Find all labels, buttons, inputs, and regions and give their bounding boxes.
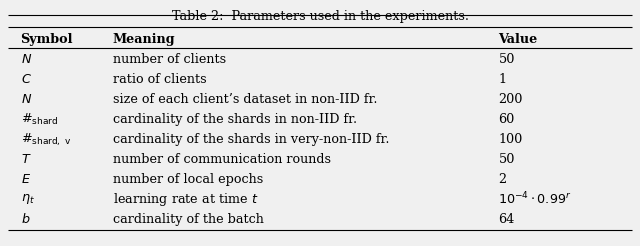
Text: $N$: $N$ bbox=[20, 93, 32, 106]
Text: 50: 50 bbox=[499, 53, 515, 66]
Text: $N$: $N$ bbox=[20, 53, 32, 66]
Text: 2: 2 bbox=[499, 173, 506, 186]
Text: $T$: $T$ bbox=[20, 153, 31, 166]
Text: 200: 200 bbox=[499, 93, 523, 106]
Text: Meaning: Meaning bbox=[113, 32, 175, 46]
Text: $E$: $E$ bbox=[20, 173, 31, 186]
Text: Table 2:  Parameters used in the experiments.: Table 2: Parameters used in the experime… bbox=[172, 10, 468, 23]
Text: Symbol: Symbol bbox=[20, 32, 73, 46]
Text: 50: 50 bbox=[499, 153, 515, 166]
Text: $\eta_t$: $\eta_t$ bbox=[20, 192, 35, 206]
Text: $b$: $b$ bbox=[20, 212, 30, 226]
Text: $\#_{\mathrm{shard}}$: $\#_{\mathrm{shard}}$ bbox=[20, 112, 58, 127]
Text: Value: Value bbox=[499, 32, 538, 46]
Text: cardinality of the shards in very-non-IID fr.: cardinality of the shards in very-non-II… bbox=[113, 133, 389, 146]
Text: 1: 1 bbox=[499, 73, 506, 86]
Text: $10^{-4} \cdot 0.99^r$: $10^{-4} \cdot 0.99^r$ bbox=[499, 191, 572, 208]
Text: number of local epochs: number of local epochs bbox=[113, 173, 263, 186]
Text: $C$: $C$ bbox=[20, 73, 31, 86]
Text: cardinality of the shards in non-IID fr.: cardinality of the shards in non-IID fr. bbox=[113, 113, 357, 126]
Text: number of clients: number of clients bbox=[113, 53, 226, 66]
Text: learning rate at time $t$: learning rate at time $t$ bbox=[113, 191, 259, 208]
Text: size of each client’s dataset in non-IID fr.: size of each client’s dataset in non-IID… bbox=[113, 93, 378, 106]
Text: 64: 64 bbox=[499, 213, 515, 226]
Text: $\#_{\mathrm{shard,\ v}}$: $\#_{\mathrm{shard,\ v}}$ bbox=[20, 131, 71, 148]
Text: 100: 100 bbox=[499, 133, 523, 146]
Text: 60: 60 bbox=[499, 113, 515, 126]
Text: number of communication rounds: number of communication rounds bbox=[113, 153, 331, 166]
Text: ratio of clients: ratio of clients bbox=[113, 73, 207, 86]
Text: cardinality of the batch: cardinality of the batch bbox=[113, 213, 264, 226]
